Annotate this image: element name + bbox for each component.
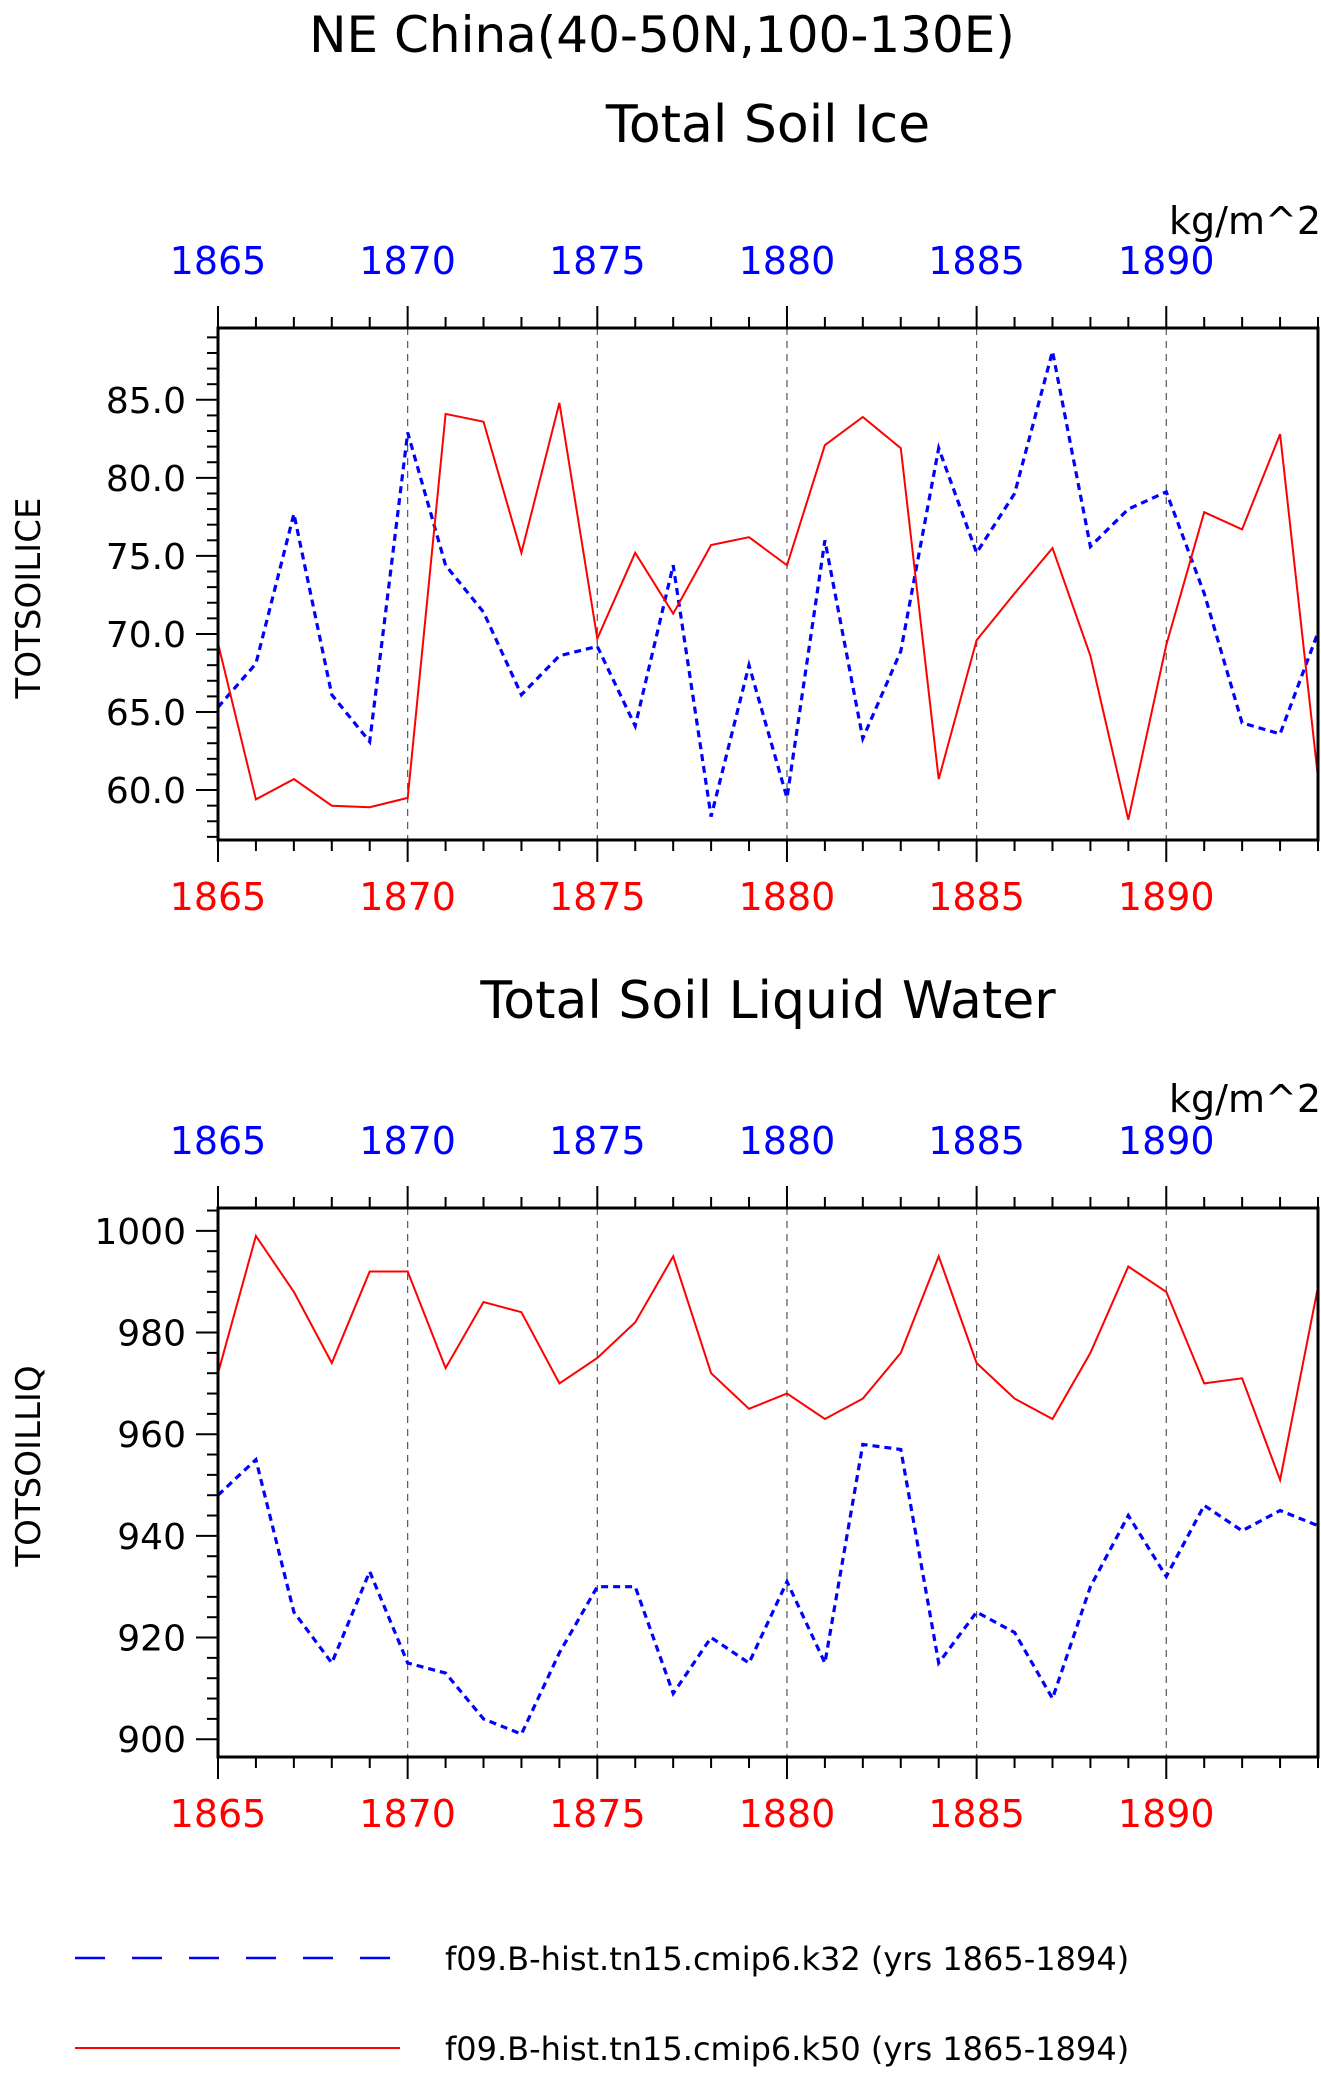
grid-lines-soil-liquid — [407, 1208, 1167, 1757]
grid-lines-soil-ice — [407, 328, 1167, 840]
y-tick-label: 65.0 — [106, 693, 186, 734]
y-tick-label: 980 — [117, 1314, 186, 1355]
units-label-soil-liquid: kg/m^2 — [1169, 1077, 1321, 1121]
units-label-soil-ice: kg/m^2 — [1169, 199, 1321, 243]
y-tick-label: 900 — [117, 1720, 186, 1761]
chart-panel-soil-liquid: Total Soil Liquid Water kg/m^2 TOTSOILLI… — [9, 971, 1321, 1836]
x-tick-label-top: 1875 — [549, 1119, 646, 1163]
x-tick-label-bottom: 1865 — [170, 875, 267, 919]
x-tick-label-top: 1870 — [359, 239, 456, 283]
legend-label-k32: f09.B-hist.tn15.cmip6.k32 (yrs 1865-1894… — [445, 1940, 1129, 1978]
panel-title-soil-ice: Total Soil Ice — [605, 95, 930, 155]
y-tick-label: 1000 — [94, 1212, 186, 1253]
y-tick-label: 80.0 — [106, 459, 186, 500]
x-tick-label-top: 1890 — [1118, 1119, 1215, 1163]
axes-soil-ice: 1865 1865 1870 1870 1875 1875 1880 1880 1885 1885… — [106, 239, 1320, 919]
x-tick-label-top: 1885 — [928, 1119, 1025, 1163]
y-tick-label: 85.0 — [106, 381, 186, 422]
plot-frame — [216, 1206, 1320, 1759]
x-tick-label-bottom: 1865 — [170, 1792, 267, 1836]
axes-soil-liquid: 1865 1865 1870 1870 1875 1875 1880 1880 1885 1885… — [94, 1119, 1320, 1836]
x-tick-label-bottom: 1890 — [1118, 1792, 1215, 1836]
y-axis-label-soil-liquid: TOTSOILLIQ — [9, 1365, 49, 1567]
series-line-k32 — [216, 1442, 1319, 1737]
x-tick-label-bottom: 1880 — [739, 875, 836, 919]
legend: f09.B-hist.tn15.cmip6.k32 (yrs 1865-1894… — [75, 1940, 1129, 2068]
x-tick-label-bottom: 1890 — [1118, 875, 1215, 919]
y-tick-label: 940 — [117, 1517, 186, 1558]
main-title: NE China(40-50N,100-130E) — [309, 6, 1015, 64]
x-tick-label-bottom: 1880 — [739, 1792, 836, 1836]
series-group-soil-liquid — [216, 1233, 1319, 1737]
y-tick-label: 60.0 — [106, 771, 186, 812]
x-tick-label-top: 1880 — [739, 239, 836, 283]
x-tick-label-bottom: 1885 — [928, 1792, 1025, 1836]
x-tick-label-top: 1865 — [170, 1119, 267, 1163]
x-tick-label-top: 1885 — [928, 239, 1025, 283]
x-tick-label-bottom: 1870 — [359, 875, 456, 919]
series-line-k32 — [216, 350, 1320, 817]
panel-title-soil-liquid: Total Soil Liquid Water — [479, 971, 1056, 1031]
y-tick-label: 920 — [117, 1619, 186, 1660]
x-tick-label-top: 1890 — [1118, 239, 1215, 283]
x-tick-label-bottom: 1875 — [549, 875, 646, 919]
series-line-k50 — [217, 1233, 1319, 1484]
x-tick-label-top: 1865 — [170, 239, 267, 283]
y-tick-label: 70.0 — [106, 615, 186, 656]
x-tick-label-top: 1875 — [549, 239, 646, 283]
plot-frame — [216, 326, 1320, 842]
x-tick-label-top: 1880 — [739, 1119, 836, 1163]
legend-label-k50: f09.B-hist.tn15.cmip6.k50 (yrs 1865-1894… — [445, 2030, 1129, 2068]
x-tick-label-top: 1870 — [359, 1119, 456, 1163]
series-line-k50 — [217, 402, 1319, 820]
chart-panel-soil-ice: Total Soil Ice kg/m^2 TOTSOILICE 1865186… — [9, 95, 1321, 919]
x-tick-label-bottom: 1885 — [928, 875, 1025, 919]
y-tick-label: 75.0 — [106, 537, 186, 578]
series-group-soil-ice — [216, 350, 1320, 820]
y-axis-label-soil-ice: TOTSOILICE — [9, 498, 49, 700]
x-tick-label-bottom: 1875 — [549, 1792, 646, 1836]
x-tick-label-bottom: 1870 — [359, 1792, 456, 1836]
y-tick-label: 960 — [117, 1415, 186, 1456]
